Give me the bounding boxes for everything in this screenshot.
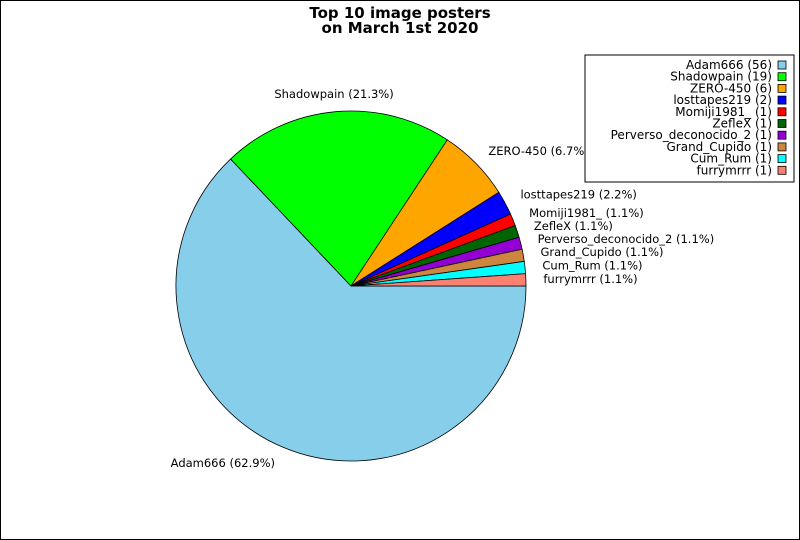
slice-label: Perverso_deconocido_2 (1.1%) [538,232,715,246]
pie-slices [175,110,527,462]
legend-entry-label: Momiji1981_ (1) [675,105,772,119]
chart-title-line: on March 1st 2020 [322,19,479,37]
legend-swatch [777,84,787,93]
legend-swatch [777,72,787,82]
slice-label: Momiji1981_ (1.1%) [529,206,644,220]
slice-label: ZefleX (1.1%) [534,219,613,233]
legend-entry-label: Perverso_deconocido_2 (1) [611,128,772,142]
legend-swatch [777,142,787,152]
pie-slice-shadowpain [230,110,448,287]
legend-swatch [777,130,787,140]
legend-swatch [777,119,787,128]
legend-entry-label: ZERO-450 (6) [690,81,772,95]
slice-label: Cum_Rum (1.1%) [542,259,642,273]
slice-label: losttapes219 (2.2%) [520,188,636,202]
legend-entry-label: Grand_Cupido (1) [666,140,772,154]
legend-entry-label: Shadowpain (19) [670,70,772,84]
legend-entry-label: losttapes219 (2) [673,93,772,107]
pie-slice-adam666 [175,158,527,462]
legend-swatch [777,107,787,117]
legend-entry-label: Cum_Rum (1) [690,152,772,166]
legend-swatch [777,60,787,70]
slice-label: Grand_Cupido (1.1%) [541,245,664,259]
legend: Adam666 (56)Shadowpain (19)ZERO-450 (6)l… [584,54,795,183]
legend-entry-label: ZefleX (1) [712,117,772,131]
legend-entry-label: Adam666 (56) [686,58,772,72]
slice-label: Shadowpain (21.3%) [274,87,393,101]
legend-swatch [777,95,787,105]
chart-title-line: Top 10 image posters [309,4,490,22]
pie-slice-furrymrrr [350,273,527,287]
legend-entry-label: furrymrrr (1) [697,163,772,177]
slice-labels: Adam666 (62.9%) Shadowpain (21.3%) ZERO-45… [171,87,715,470]
slice-label: furrymrrr (1.1%) [543,272,637,286]
slice-label: Adam666 (62.9%) [171,456,275,470]
legend-box [584,54,795,183]
legend-swatch [777,154,787,164]
slice-label: ZERO-450 (6.7%) [488,144,588,158]
legend-swatch [777,165,787,175]
